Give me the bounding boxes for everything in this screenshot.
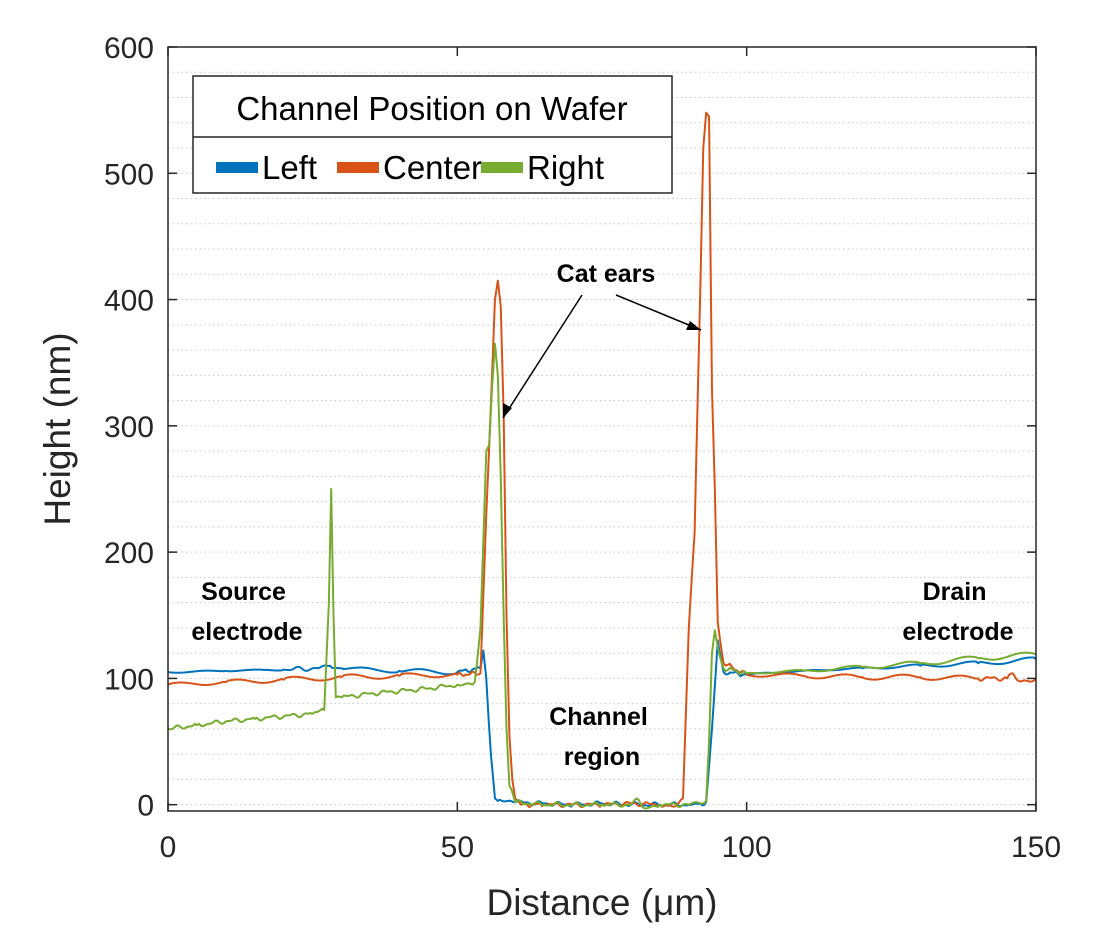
legend-items: Left Center Right — [216, 149, 604, 186]
y-tick-label: 0 — [137, 790, 154, 823]
annotation-channel-line2: region — [564, 743, 640, 771]
annotation-drain-line2: electrode — [902, 618, 1013, 646]
y-tick-label: 400 — [104, 285, 154, 318]
legend-title: Channel Position on Wafer — [236, 90, 627, 127]
annotation-drain-electrode: Drain electrode — [902, 578, 1013, 646]
annotation-cat-ears: Cat ears — [557, 260, 656, 288]
x-axis-title: Distance (μm) — [486, 882, 717, 923]
x-tick-label: 0 — [160, 831, 177, 864]
y-axis-title: Height (nm) — [37, 332, 78, 525]
legend-swatch-center — [337, 162, 379, 173]
plot-frame — [167, 46, 1037, 812]
legend-swatch-right — [481, 162, 523, 173]
cat-ears-arrow-left — [502, 294, 583, 419]
annotation-drain-line1: Drain — [923, 578, 987, 606]
x-tick-label: 50 — [441, 831, 474, 864]
annotations: Source electrode Cat ears Channel region… — [191, 260, 1013, 771]
annotation-source-line1: Source — [201, 578, 286, 606]
legend-label-center: Center — [383, 149, 482, 186]
x-tick-label: 150 — [1011, 831, 1061, 864]
series-layer — [167, 111, 1037, 810]
annotation-source-electrode: Source electrode — [191, 578, 302, 646]
annotation-channel-line1: Channel — [549, 703, 648, 731]
axis-ticks: 0 50 100 150 0 100 200 300 400 500 600 — [104, 32, 1061, 864]
annotation-source-line2: electrode — [191, 618, 302, 646]
annotation-channel-region: Channel region — [549, 703, 655, 771]
legend-box — [192, 75, 673, 194]
cat-ears-arrowhead-left — [503, 403, 512, 418]
cat-ears-arrowhead-right — [686, 321, 701, 330]
y-tick-label: 300 — [104, 411, 154, 444]
series-line-right — [167, 342, 1037, 810]
x-tick-label: 100 — [722, 831, 772, 864]
cat-ears-arrow-right — [615, 294, 702, 331]
legend-swatch-left — [216, 162, 258, 173]
legend-label-right: Right — [527, 149, 604, 186]
legend: Channel Position on Wafer Left Center Righ… — [192, 75, 673, 194]
y-tick-label: 500 — [104, 158, 154, 191]
legend-label-left: Left — [262, 149, 317, 186]
y-tick-label: 100 — [104, 663, 154, 696]
y-tick-label: 200 — [104, 537, 154, 570]
y-tick-label: 600 — [104, 32, 154, 65]
